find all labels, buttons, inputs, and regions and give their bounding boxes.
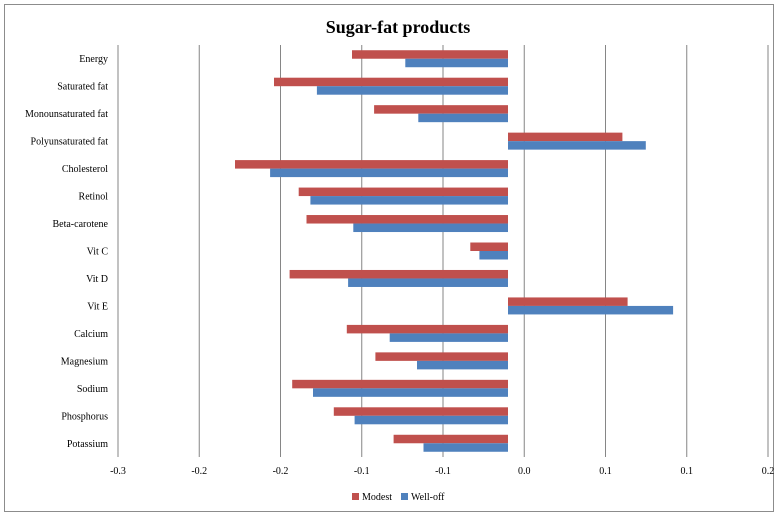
category-label: Cholesterol [62, 164, 108, 175]
bar-modest [508, 297, 628, 306]
bar-modest [290, 270, 508, 279]
category-label: Saturated fat [57, 82, 108, 93]
legend-swatch [352, 493, 359, 500]
chart-title: Sugar-fat products [326, 17, 471, 37]
category-label: Beta-carotene [52, 219, 108, 230]
bars [235, 50, 673, 452]
bar-well-off [355, 416, 508, 425]
bar-well-off [417, 361, 508, 370]
bar-modest [347, 325, 508, 334]
bar-well-off [270, 169, 508, 178]
bar-well-off [317, 86, 508, 95]
category-label: Vit D [86, 274, 108, 285]
category-label: Polyunsaturated fat [31, 137, 109, 148]
bar-modest [292, 380, 508, 389]
bar-modest [375, 352, 508, 361]
bar-well-off [313, 388, 508, 397]
category-label: Potassium [67, 439, 108, 450]
category-label: Magnesium [61, 356, 108, 367]
category-label: Vit C [87, 247, 109, 258]
x-tick-label: 0.2 [762, 466, 775, 477]
x-tick-label: 0.0 [518, 466, 531, 477]
category-label: Retinol [79, 192, 109, 203]
category-label: Energy [79, 54, 108, 65]
bar-well-off [418, 114, 508, 123]
bar-modest [299, 188, 508, 197]
bar-well-off [424, 443, 509, 452]
bar-modest [274, 78, 508, 87]
bar-well-off [310, 196, 508, 205]
category-label: Vit E [87, 301, 108, 312]
x-tick-label: -0.2 [273, 466, 289, 477]
category-label: Sodium [77, 384, 108, 395]
x-tick-label: -0.1 [354, 466, 370, 477]
x-tick-label: 0.1 [681, 466, 694, 477]
legend-label: Well-off [411, 492, 445, 503]
bar-modest [374, 105, 508, 114]
bar-well-off [508, 141, 646, 150]
legend: Modest Well-off [352, 492, 445, 503]
bar-modest [352, 50, 508, 59]
category-label: Monounsaturated fat [25, 109, 108, 120]
bar-well-off [390, 333, 508, 342]
bar-well-off [508, 306, 673, 315]
legend-label: Modest [362, 492, 392, 503]
x-tick-label: 0.1 [599, 466, 612, 477]
legend-swatch [401, 493, 408, 500]
x-tick-labels: -0.3 -0.2 -0.2 -0.1 -0.1 0.0 0.1 0.1 0.2 [110, 466, 774, 477]
category-labels: Energy Saturated fat Monounsaturated fat Po… [25, 54, 109, 450]
x-tick-label: -0.3 [110, 466, 126, 477]
bar-modest [307, 215, 509, 224]
bar-modest [334, 407, 508, 416]
bar-modest [508, 133, 622, 142]
bar-well-off [405, 59, 508, 68]
bar-well-off [348, 278, 508, 287]
bar-well-off [479, 251, 508, 260]
bar-modest [470, 243, 508, 252]
x-tick-label: -0.2 [191, 466, 207, 477]
bar-well-off [353, 224, 508, 233]
x-tick-label: -0.1 [435, 466, 451, 477]
category-label: Phosphorus [61, 411, 108, 422]
bar-modest [394, 435, 508, 444]
bar-modest [235, 160, 508, 169]
category-label: Calcium [74, 329, 108, 340]
